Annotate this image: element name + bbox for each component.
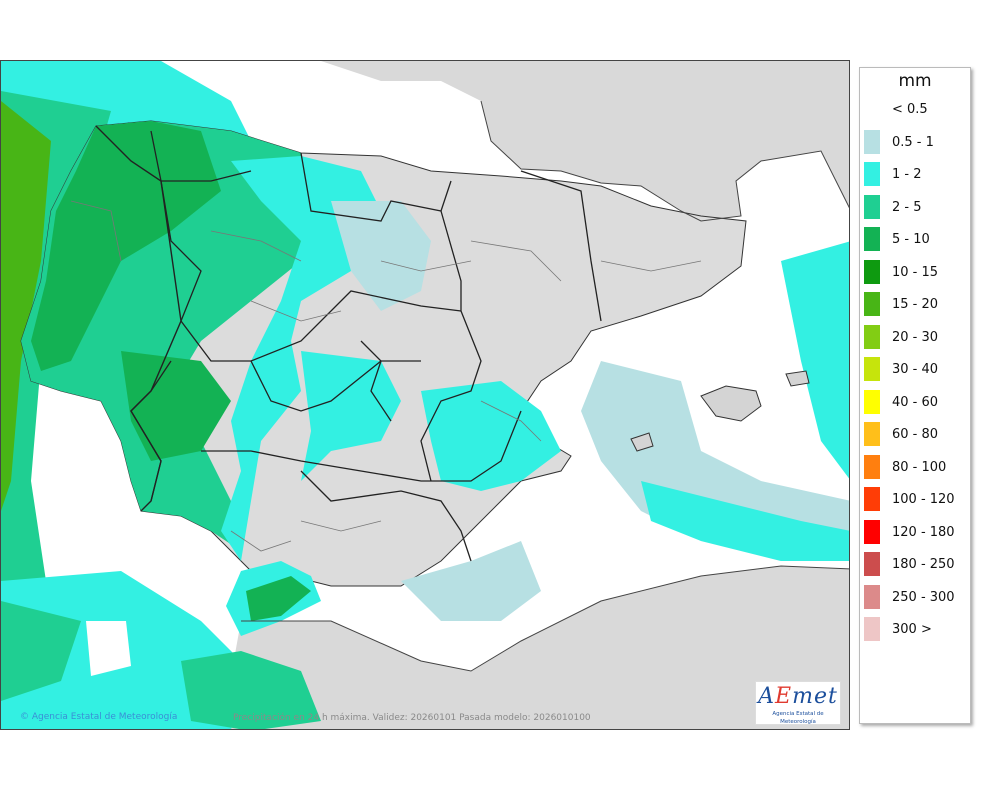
legend-item: 5 - 10	[864, 227, 968, 251]
legend-label: 80 - 100	[892, 459, 947, 475]
legend-item: 1 - 2	[864, 162, 968, 186]
legend-label: 120 - 180	[892, 524, 955, 540]
legend-swatch	[864, 617, 880, 641]
africa-coastline	[241, 565, 849, 672]
legend-swatch	[864, 552, 880, 576]
legend-label: 20 - 30	[892, 329, 939, 345]
legend-item: 20 - 30	[864, 324, 968, 349]
precip-zone	[181, 651, 321, 729]
legend-label: 2 - 5	[892, 199, 922, 215]
legend-swatch	[864, 292, 880, 316]
france-coastline	[480, 100, 849, 222]
legend-swatch	[864, 227, 880, 251]
precip-zone	[1, 101, 51, 511]
copyright-icon: ©	[20, 712, 29, 722]
precip-zone	[1, 601, 81, 701]
legend-swatch	[864, 389, 880, 414]
credit-text: Agencia Estatal de Meteorología	[31, 712, 178, 722]
legend-swatch	[864, 422, 880, 446]
legend-label: 15 - 20	[892, 297, 939, 312]
precip-zone	[421, 381, 561, 491]
map-caption: Precipitación en 24 h máxima. Validez: 2…	[233, 713, 591, 723]
legend-label: 40 - 60	[892, 394, 939, 410]
legend-item: 15 - 20	[864, 292, 968, 316]
africa-land	[221, 566, 849, 729]
legend-item: 0.5 - 1	[864, 129, 968, 154]
map-canvas	[1, 61, 849, 729]
legend-label: 250 - 300	[892, 589, 955, 605]
precip-zone	[121, 351, 231, 461]
legend-item: 60 - 80	[864, 422, 968, 446]
legend-swatch	[864, 97, 880, 121]
legend-item: 120 - 180	[864, 519, 968, 544]
legend-label: 30 - 40	[892, 362, 939, 377]
legend-item: < 0.5	[864, 97, 968, 121]
legend-swatch	[864, 324, 880, 349]
legend-item: 300 >	[864, 617, 968, 641]
legend-swatch	[864, 357, 880, 381]
legend-title: mm	[898, 71, 932, 91]
legend-swatch	[864, 454, 880, 479]
legend-item: 40 - 60	[864, 389, 968, 414]
legend-label: 0.5 - 1	[892, 134, 934, 150]
legend-swatch	[864, 487, 880, 511]
legend-label: 180 - 250	[892, 557, 955, 572]
legend-swatch	[864, 259, 880, 284]
precip-zone	[246, 576, 311, 621]
mallorca-island	[700, 385, 762, 422]
legend-item: 2 - 5	[864, 194, 968, 219]
legend-label: 100 - 120	[892, 492, 955, 507]
logo-wordmark: AEmet	[758, 684, 838, 709]
precip-zone	[301, 351, 401, 481]
legend-label: 60 - 80	[892, 427, 939, 442]
precip-zone	[781, 241, 849, 479]
legend-swatch	[864, 584, 880, 609]
legend-label: 5 - 10	[892, 232, 930, 247]
legend-label: 300 >	[892, 622, 932, 637]
precip-zone	[581, 361, 849, 561]
precip-zone	[31, 121, 221, 371]
legend-item: 10 - 15	[864, 259, 968, 284]
legend-item: 30 - 40	[864, 357, 968, 381]
legend-swatch	[864, 194, 880, 219]
legend-item: 100 - 120	[864, 487, 968, 511]
agency-credit: © Agencia Estatal de Meteorología	[20, 712, 177, 722]
precip-zone	[641, 481, 849, 561]
legend-item: 250 - 300	[864, 584, 968, 609]
legend-label: < 0.5	[892, 102, 928, 117]
legend-item: 180 - 250	[864, 552, 968, 576]
france-land	[241, 61, 849, 221]
region-borders	[130, 130, 602, 562]
aemet-logo: AEmet Agencia Estatal de Meteorología	[755, 681, 841, 725]
precipitation-legend: mm < 0.5 0.5 - 1 1 - 2 2 - 5 5 - 10 10 - 15 15…	[859, 67, 971, 724]
legend-swatch	[864, 129, 880, 154]
legend-item: 80 - 100	[864, 454, 968, 479]
logo-subtitle: Agencia Estatal de Meteorología	[772, 711, 824, 725]
precipitation-map	[0, 60, 850, 730]
province-borders	[70, 200, 702, 552]
legend-swatch	[864, 162, 880, 186]
dry-zone	[86, 621, 131, 676]
precip-zone	[331, 201, 431, 311]
precip-zone	[401, 541, 541, 621]
portugal-border	[95, 125, 182, 512]
menorca-island	[785, 370, 810, 387]
legend-swatch	[864, 519, 880, 544]
legend-label: 10 - 15	[892, 264, 939, 280]
legend-label: 1 - 2	[892, 167, 922, 182]
ibiza-island	[630, 432, 654, 452]
